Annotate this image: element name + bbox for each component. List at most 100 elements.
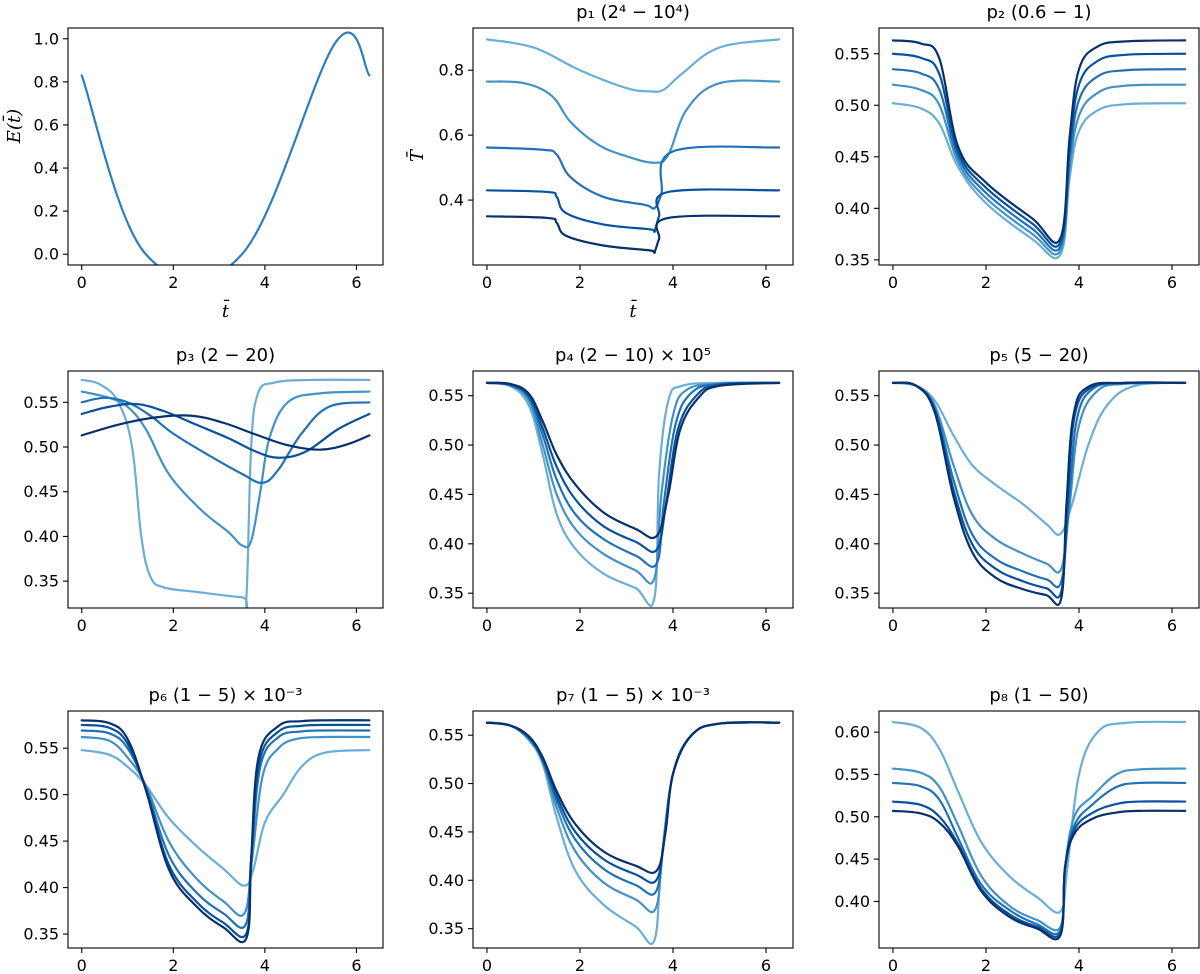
panel-title: p₆ (1 − 5) × 10⁻³ <box>149 685 303 706</box>
series-line-5e-3 <box>80 719 371 944</box>
panel-7: 0 2 4 6 0.35 0.40 0.45 0.50 0.55 p₆ (1 − 5) × 10⁻… <box>23 685 384 974</box>
panel-title: p₁ (2⁴ − 10⁴) <box>576 2 690 23</box>
series-line-p6-c <box>80 729 371 929</box>
panel-4: 0 2 4 6 0.35 0.40 0.45 0.50 0.55 p₃ (2 − 20) <box>23 345 384 635</box>
y-tick-label: 0.4 <box>34 159 59 178</box>
series-line-1 <box>891 720 1187 914</box>
plot-area <box>485 38 781 254</box>
x-tick-label: 0 <box>482 956 492 974</box>
panel-9: 0 2 4 6 0.40 0.45 0.50 0.55 0.60 p₈ (1 − 50) <box>834 685 1200 974</box>
y-tick-label: 0.55 <box>834 386 870 405</box>
y-tick-label: 0.55 <box>428 386 464 405</box>
y-tick-label: 0.50 <box>428 774 464 793</box>
axes-frame <box>878 370 1200 609</box>
y-tick-label: 0.40 <box>834 199 870 218</box>
plot-area <box>891 381 1187 606</box>
series-line-10^4 <box>485 214 781 254</box>
x-tick-label: 6 <box>351 273 361 292</box>
x-tick-label: 6 <box>351 956 361 974</box>
series-line-1e-3 <box>80 748 371 887</box>
y-tick-label: 0.50 <box>834 436 870 455</box>
x-tick-label: 2 <box>168 273 178 292</box>
series-line-p8-c <box>891 781 1187 936</box>
series-line-p4-d <box>485 381 781 554</box>
y-tick-label: 0.50 <box>834 807 870 826</box>
x-tick-label: 0 <box>482 616 492 635</box>
x-tick-label: 2 <box>575 616 585 635</box>
y-tick-label: 0.55 <box>428 726 464 745</box>
series-line-E <box>80 31 371 265</box>
x-tick-label: 2 <box>575 273 585 292</box>
panel-title: p₃ (2 − 20) <box>176 345 275 366</box>
x-tick-label: 6 <box>761 273 771 292</box>
y-tick-label: 0.40 <box>428 534 464 553</box>
y-tick-label: 0.40 <box>834 534 870 553</box>
panel-8: 0 2 4 6 0.35 0.40 0.45 0.50 0.55 p₇ (1 − 5) × 10⁻… <box>428 685 794 974</box>
series-line-p6-b <box>80 735 371 917</box>
series-line-p5-d <box>891 381 1187 599</box>
y-axis-label: T̄ <box>405 148 428 162</box>
x-tick-label: 4 <box>668 273 678 292</box>
series-line-p8-b <box>891 767 1187 932</box>
y-tick-label: 0.50 <box>23 438 59 457</box>
panel-2: 0 2 4 6 0.4 0.6 0.8 p₁ (2⁴ − 10⁴) t̄ T̄ <box>405 2 794 322</box>
x-tick-label: 0 <box>77 273 87 292</box>
y-tick-label: 0.35 <box>834 584 870 603</box>
x-tick-label: 2 <box>981 956 991 974</box>
x-tick-label: 4 <box>1074 616 1084 635</box>
x-tick-label: 4 <box>668 616 678 635</box>
panel-title: p₄ (2 − 10) × 10⁵ <box>555 345 711 366</box>
y-tick-label: 0.0 <box>34 245 59 264</box>
x-tick-label: 0 <box>482 273 492 292</box>
series-line-p6-d <box>80 723 371 939</box>
plot-area <box>891 720 1187 941</box>
y-tick-label: 0.55 <box>23 739 59 758</box>
y-tick-label: 0.35 <box>834 250 870 269</box>
y-tick-label: 0.55 <box>834 765 870 784</box>
x-axis-label: t̄ <box>222 298 230 322</box>
plot-area <box>485 721 781 946</box>
y-tick-label: 0.50 <box>23 785 59 804</box>
y-tick-label: 0.35 <box>428 584 464 603</box>
axes-frame <box>67 27 384 266</box>
series-line-5 <box>891 381 1187 536</box>
y-tick-label: 0.8 <box>34 72 59 91</box>
x-tick-label: 6 <box>761 956 771 974</box>
y-tick-label: 0.45 <box>428 485 464 504</box>
series-line-p7-c <box>485 721 781 896</box>
series-line-5e-3 <box>485 721 781 875</box>
y-tick-label: 0.8 <box>439 61 464 80</box>
panel-1: 0 2 4 6 0.0 0.2 0.4 0.6 0.8 1.0 t̄ E(t̄) <box>1 27 384 322</box>
y-tick-label: 0.45 <box>23 832 59 851</box>
y-tick-label: 0.6 <box>34 115 59 134</box>
series-line-p2-c <box>891 68 1187 252</box>
y-tick-label: 0.55 <box>23 393 59 412</box>
x-tick-label: 6 <box>351 616 361 635</box>
series-line-p5-b <box>891 381 1187 574</box>
y-tick-label: 0.40 <box>23 527 59 546</box>
plot-area <box>80 378 371 608</box>
y-tick-label: 0.35 <box>23 572 59 591</box>
x-tick-label: 2 <box>168 956 178 974</box>
axes-frame <box>472 27 794 266</box>
y-tick-label: 0.45 <box>834 147 870 166</box>
x-tick-label: 4 <box>260 273 270 292</box>
series-line-1 <box>891 39 1187 244</box>
x-tick-label: 4 <box>260 956 270 974</box>
y-tick-label: 0.45 <box>834 485 870 504</box>
series-line-p2-b <box>891 83 1187 256</box>
x-tick-label: 6 <box>761 616 771 635</box>
x-tick-label: 2 <box>981 273 991 292</box>
panel-title: p₈ (1 − 50) <box>989 685 1088 706</box>
y-tick-label: 0.4 <box>439 191 464 210</box>
series-line-p3-b <box>80 390 371 549</box>
x-tick-label: 4 <box>260 616 270 635</box>
panel-title: p₇ (1 − 5) × 10⁻³ <box>556 685 710 706</box>
series-line-p8-d <box>891 800 1187 938</box>
y-tick-label: 0.2 <box>34 202 59 221</box>
series-line-p7-d <box>485 721 781 884</box>
x-tick-label: 2 <box>981 616 991 635</box>
axes-frame <box>878 710 1200 949</box>
series-line-p3-d <box>80 402 371 459</box>
